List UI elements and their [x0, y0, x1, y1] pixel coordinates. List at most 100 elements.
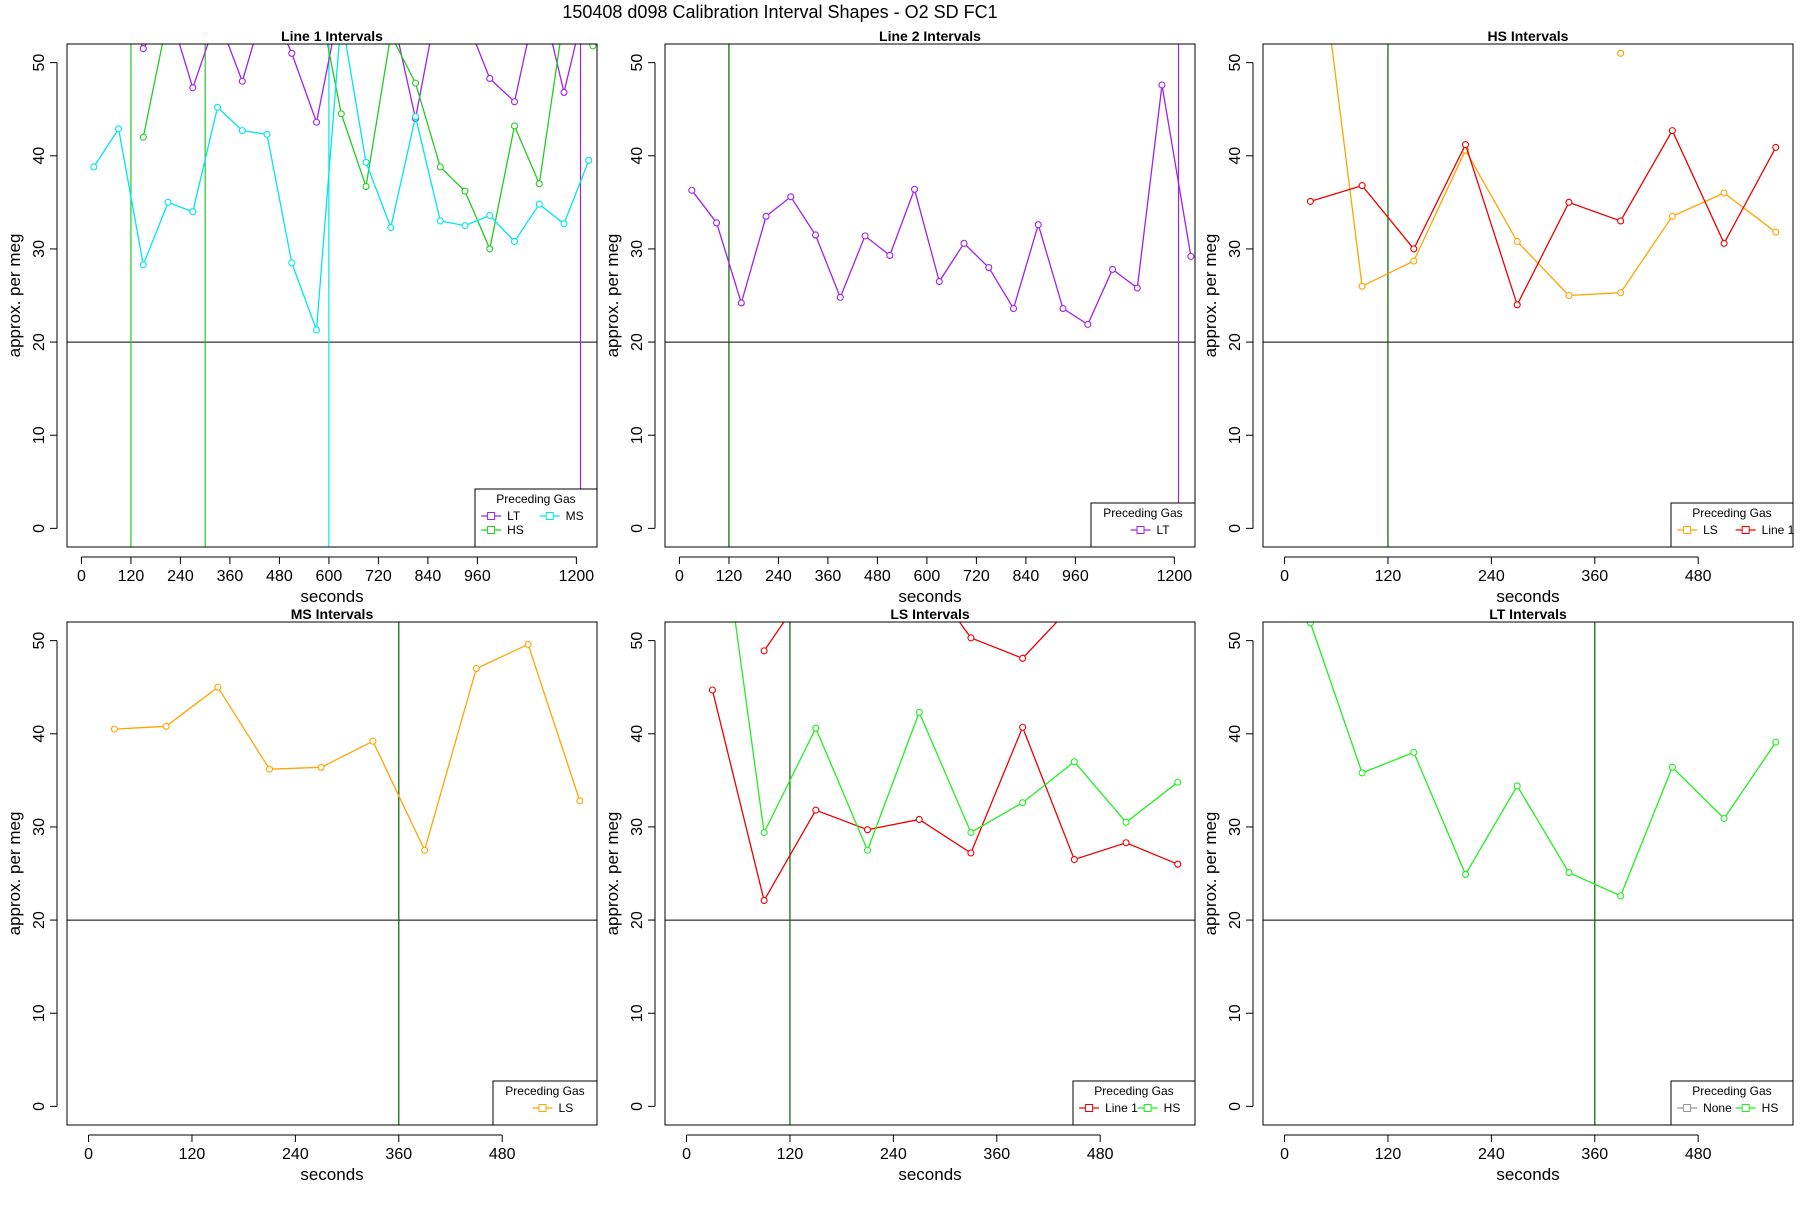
- data-point: [561, 89, 567, 95]
- data-point: [986, 265, 992, 271]
- data-point: [1411, 749, 1417, 755]
- y-tick-label: 50: [31, 54, 48, 72]
- plot-area: [1263, 620, 1793, 1125]
- x-tick-label: 600: [316, 568, 343, 585]
- data-point: [761, 898, 767, 904]
- x-tick-label: 0: [675, 568, 684, 585]
- data-point: [1123, 840, 1129, 846]
- panel-title: Line 1 Intervals: [281, 28, 383, 44]
- data-point: [1085, 321, 1091, 327]
- y-tick-label: 0: [1227, 1102, 1244, 1111]
- plot-area: [665, 44, 1195, 547]
- data-point: [1110, 266, 1116, 272]
- y-tick-label: 20: [629, 911, 646, 929]
- x-tick-label: 0: [77, 568, 86, 585]
- data-point: [1359, 183, 1365, 189]
- data-point: [437, 218, 443, 224]
- data-point: [1514, 302, 1520, 308]
- data-point: [462, 223, 468, 229]
- data-point: [1175, 861, 1181, 867]
- x-axis-label: seconds: [1496, 587, 1559, 606]
- legend-entry-label: LT: [1157, 523, 1171, 537]
- plot-area: [67, 0, 597, 547]
- data-point: [1020, 724, 1026, 730]
- data-point: [813, 807, 819, 813]
- x-tick-label: 240: [282, 1146, 309, 1163]
- legend-swatch-marker: [1684, 527, 1691, 534]
- data-point: [165, 199, 171, 205]
- data-point: [862, 233, 868, 239]
- data-point: [1011, 306, 1017, 312]
- data-point: [437, 164, 443, 170]
- y-tick-label: 50: [629, 632, 646, 650]
- data-point: [1618, 893, 1624, 899]
- legend-title: Preceding Gas: [1692, 1084, 1771, 1098]
- data-point: [1188, 253, 1194, 259]
- data-point: [91, 164, 97, 170]
- x-tick-label: 480: [489, 1146, 516, 1163]
- legend-swatch-marker: [1144, 1105, 1151, 1112]
- data-point: [370, 738, 376, 744]
- plot-area: [665, 451, 1195, 1125]
- x-tick-label: 1200: [559, 568, 595, 585]
- legend-entry-label: HS: [507, 523, 524, 537]
- x-tick-label: 480: [1685, 1146, 1712, 1163]
- x-tick-label: 480: [266, 568, 293, 585]
- data-point: [413, 114, 419, 120]
- legend-swatch-marker: [1086, 1105, 1093, 1112]
- data-point: [536, 181, 542, 187]
- data-point: [1618, 290, 1624, 296]
- data-point: [512, 99, 518, 105]
- data-point: [1359, 770, 1365, 776]
- x-tick-label: 480: [1087, 1146, 1114, 1163]
- data-point: [1773, 739, 1779, 745]
- data-point: [1514, 783, 1520, 789]
- x-axis-label: seconds: [300, 587, 363, 606]
- x-tick-label: 360: [983, 1146, 1010, 1163]
- data-point: [788, 194, 794, 200]
- data-point: [363, 159, 369, 165]
- data-point: [916, 816, 922, 822]
- data-point: [1307, 198, 1313, 204]
- x-tick-label: 120: [179, 1146, 206, 1163]
- legend-title: Preceding Gas: [1103, 506, 1182, 520]
- series-line: [114, 644, 579, 850]
- data-point: [1773, 229, 1779, 235]
- data-point: [264, 131, 270, 137]
- x-tick-label: 360: [217, 568, 244, 585]
- x-tick-label: 360: [1581, 568, 1608, 585]
- x-tick-label: 1200: [1157, 568, 1193, 585]
- data-point: [314, 327, 320, 333]
- data-point: [318, 764, 324, 770]
- data-point: [813, 232, 819, 238]
- data-point: [1071, 600, 1077, 606]
- data-point: [1669, 213, 1675, 219]
- data-point: [413, 80, 419, 86]
- legend-title: Preceding Gas: [505, 1084, 584, 1098]
- x-tick-label: 0: [84, 1146, 93, 1163]
- y-tick-label: 50: [31, 632, 48, 650]
- data-point: [709, 687, 715, 693]
- legend-entry-label: LS: [1703, 523, 1718, 537]
- data-point: [1411, 258, 1417, 264]
- plot-frame: [1263, 44, 1793, 547]
- data-point: [314, 119, 320, 125]
- series-line-1: [1307, 128, 1778, 308]
- legend-swatch-marker: [1742, 1105, 1749, 1112]
- data-point: [1721, 816, 1727, 822]
- y-tick-label: 50: [629, 54, 646, 72]
- y-tick-label: 10: [629, 1004, 646, 1022]
- x-tick-label: 360: [1581, 1146, 1608, 1163]
- y-tick-label: 20: [1227, 911, 1244, 929]
- data-point: [190, 209, 196, 215]
- series-line: [1310, 623, 1775, 896]
- y-tick-label: 10: [1227, 1004, 1244, 1022]
- data-point: [512, 123, 518, 129]
- x-tick-label: 840: [1013, 568, 1040, 585]
- data-point: [561, 221, 567, 227]
- data-point: [215, 684, 221, 690]
- data-point: [363, 184, 369, 190]
